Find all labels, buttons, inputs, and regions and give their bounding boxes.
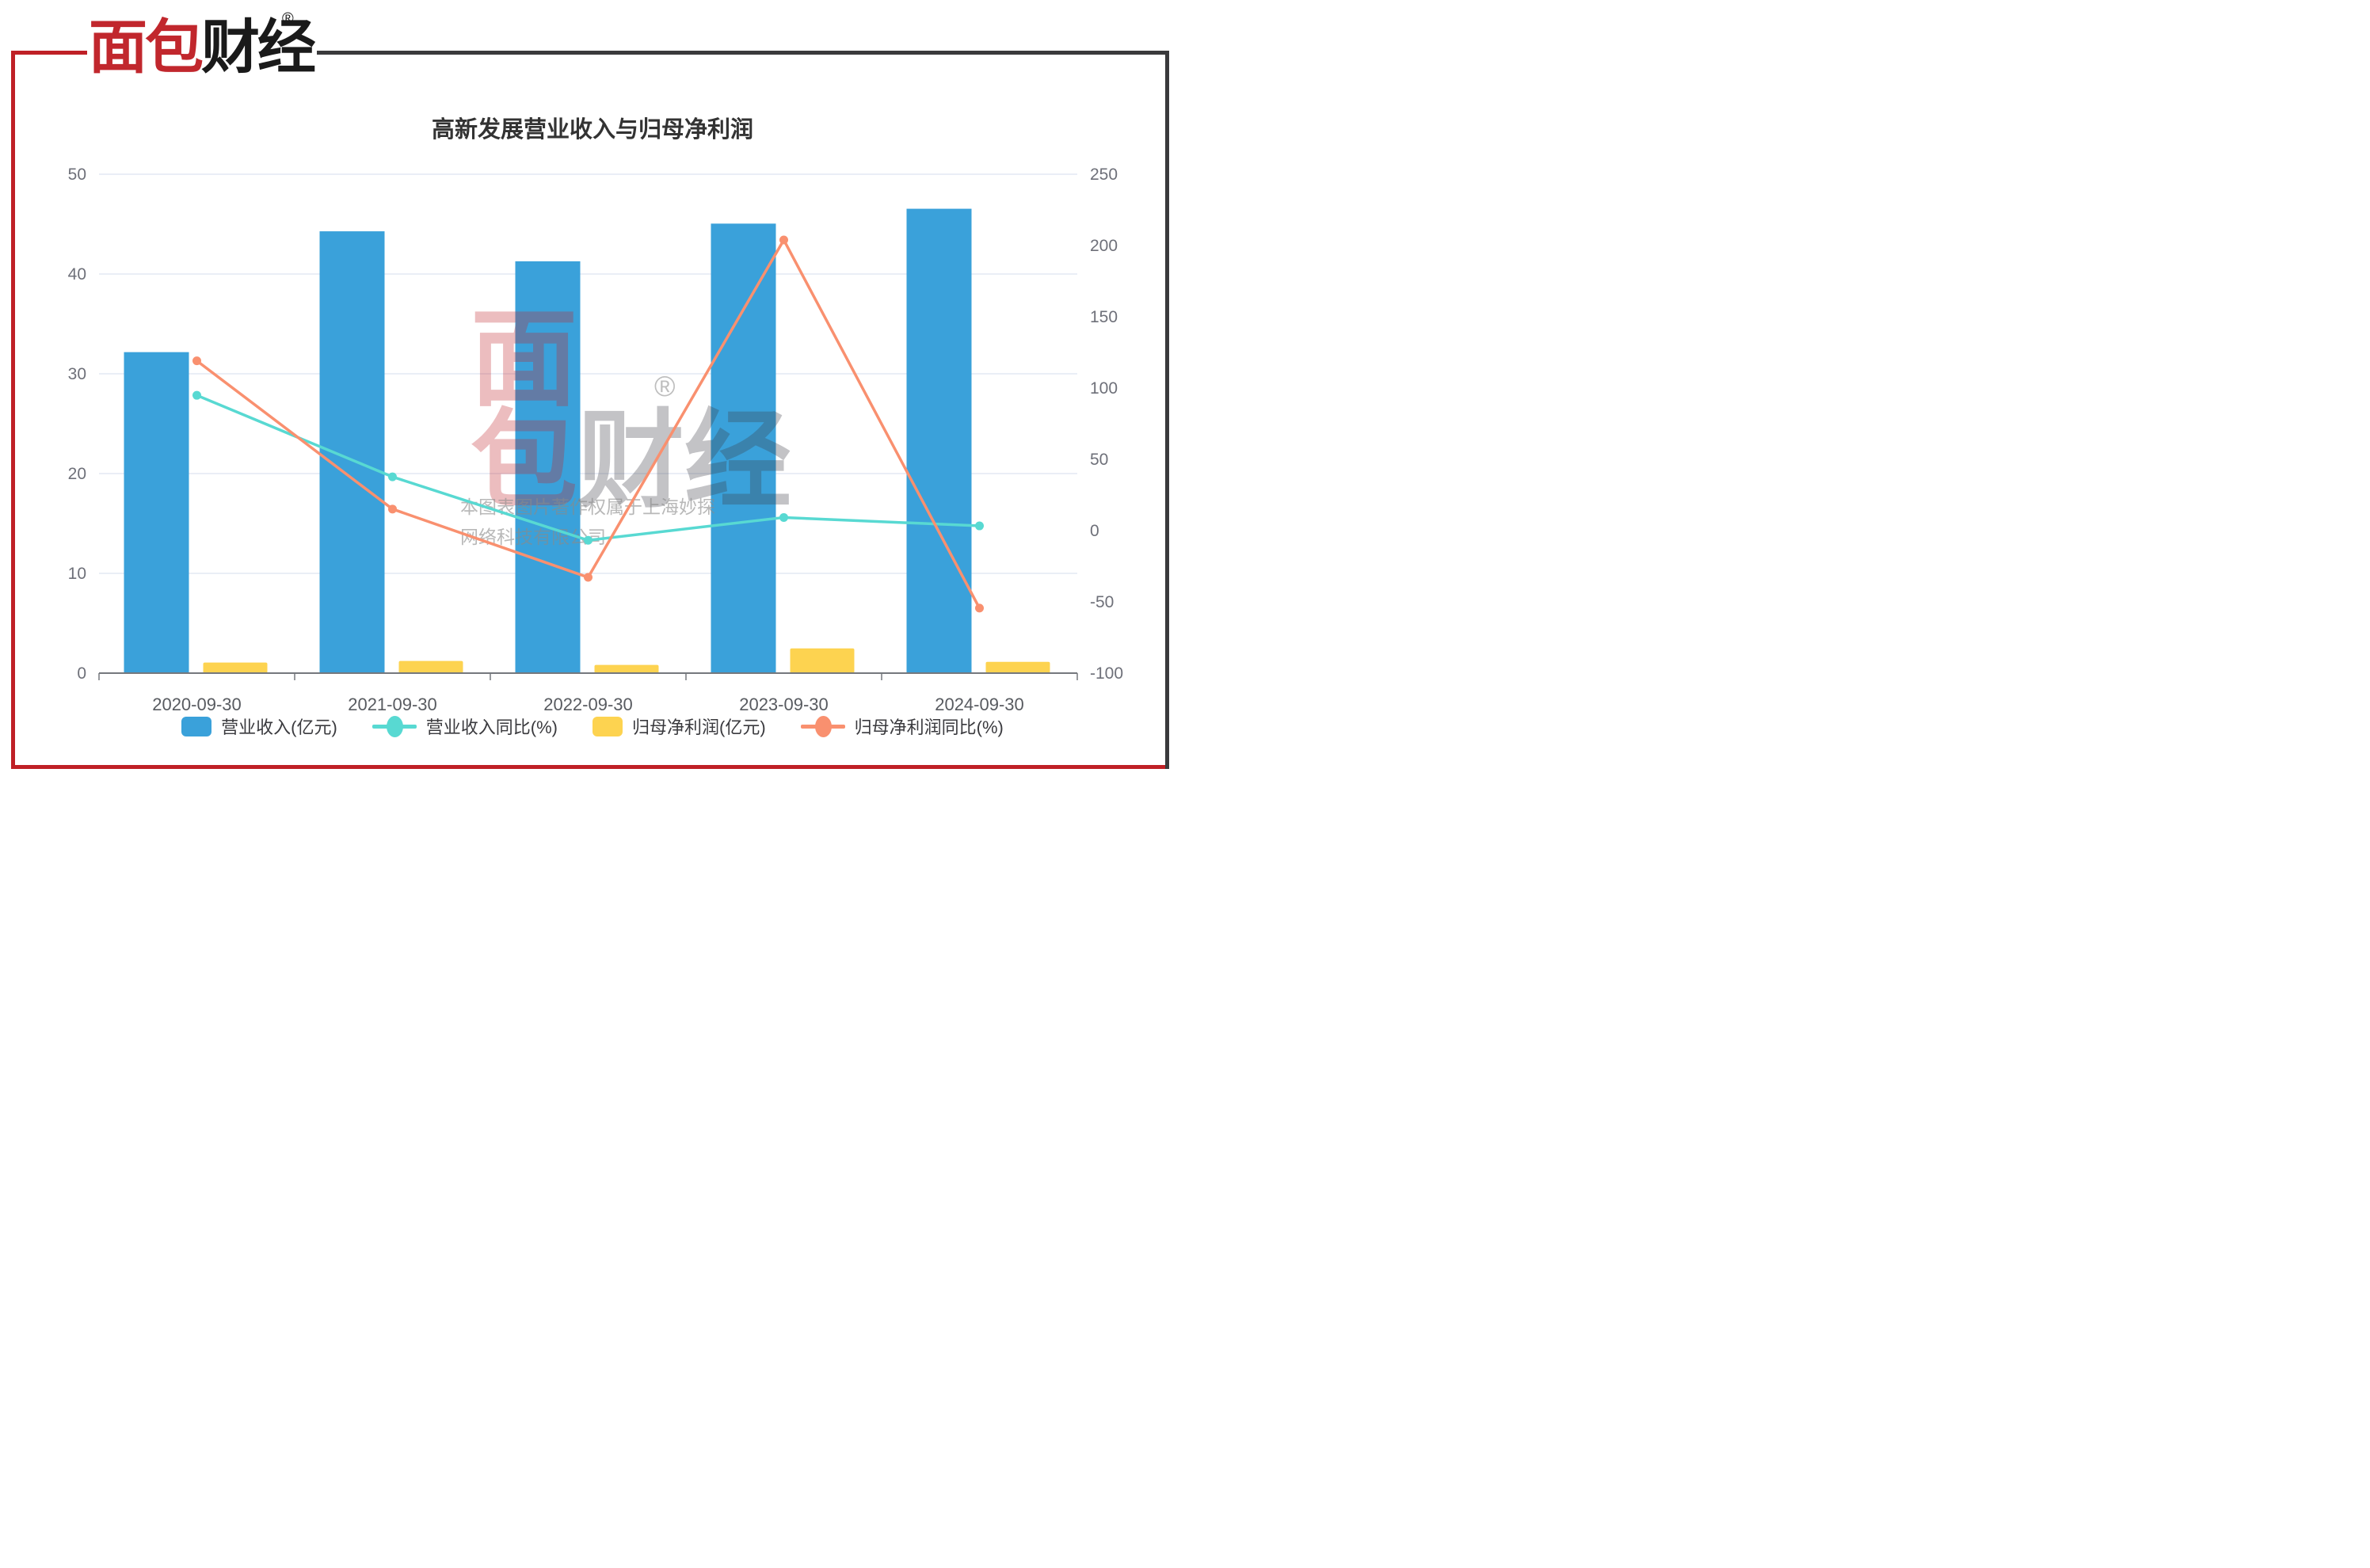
left-axis-tick-label: 30 <box>68 365 86 383</box>
right-axis-tick-label: 200 <box>1090 237 1118 255</box>
frame-border-top-left <box>11 51 87 55</box>
legend-label: 营业收入(亿元) <box>221 717 337 737</box>
chart-legend: 营业收入(亿元) 营业收入同比(%) 归母净利润(亿元) 归母净利润同比(%) <box>0 714 1185 739</box>
line-point-dot <box>388 504 397 514</box>
revenue-bar <box>319 231 385 673</box>
legend-item-revenue: 营业收入(亿元) <box>181 714 337 739</box>
line-point-dot <box>975 603 984 613</box>
frame-border-bottom <box>11 765 1169 769</box>
legend-item-net-profit: 归母净利润(亿元) <box>592 714 766 739</box>
line-point-dot <box>779 512 788 522</box>
revenue-bar <box>124 352 189 673</box>
watermark-logo-glyph: 面 <box>471 299 577 419</box>
line-point-dot <box>584 535 592 545</box>
left-axis-tick-label: 10 <box>68 565 86 583</box>
net-profit-bar <box>985 661 1050 673</box>
watermark-copyright-line1: 本图表图片著作权属于上海妙探 <box>460 497 715 517</box>
watermark-registered-mark: ® <box>654 370 676 402</box>
revenue-bar <box>711 223 776 673</box>
watermark-logo-glyph: 包财经 <box>471 401 791 520</box>
right-axis-tick-label: 250 <box>1090 166 1118 184</box>
x-axis-category-label: 2020-09-30 <box>152 695 242 714</box>
right-axis-tick-label: 100 <box>1090 379 1118 398</box>
frame-border-left <box>11 51 15 769</box>
x-axis-category-label: 2022-09-30 <box>543 695 633 714</box>
legend-label: 归母净利润同比(%) <box>854 717 1004 737</box>
left-axis-tick-label: 20 <box>68 465 86 483</box>
line-point-dot <box>584 573 592 582</box>
line-point-dot <box>192 390 201 400</box>
revenue-bar-swatch-icon <box>181 716 212 736</box>
frame-border-top-right <box>317 51 1165 55</box>
registered-trademark-icon: ® <box>282 10 294 28</box>
revenue-yoy-line-marker-icon <box>372 715 417 737</box>
right-axis-tick-label: 50 <box>1090 451 1108 469</box>
right-axis-tick-label: -50 <box>1090 593 1114 611</box>
right-axis-tick-label: 0 <box>1090 522 1099 540</box>
net-profit-bar <box>203 662 268 673</box>
revenue-bar <box>515 261 581 673</box>
chart-page: 面包财经 ® 高新发展营业收入与归母净利润 面包财经 ® 本图表图片著作权属于上海妙… <box>0 0 1185 784</box>
net-profit-bar <box>790 648 855 673</box>
net-profit-bar-swatch-icon <box>592 716 623 736</box>
line-point-dot <box>975 521 984 531</box>
watermark-copyright-line2: 网络科技有限公司 <box>460 527 606 547</box>
left-axis-tick-label: 0 <box>77 664 86 683</box>
brand-logo-dark-text: 财经 <box>201 14 316 80</box>
right-axis-tick-label: -100 <box>1090 664 1123 683</box>
line-point-dot <box>779 235 788 245</box>
legend-item-net-profit-yoy: 归母净利润同比(%) <box>800 714 1004 739</box>
right-axis-tick-label: 150 <box>1090 308 1118 326</box>
left-axis-tick-label: 50 <box>68 166 86 184</box>
x-axis-category-label: 2021-09-30 <box>348 695 437 714</box>
left-axis-tick-label: 40 <box>68 265 86 284</box>
frame-border-right <box>1165 51 1169 769</box>
net-profit-bar <box>398 660 463 673</box>
net-profit-bar <box>594 664 659 673</box>
revenue-bar <box>906 208 972 673</box>
legend-item-revenue-yoy: 营业收入同比(%) <box>372 714 558 739</box>
line-point-dot <box>388 472 397 481</box>
x-axis-category-label: 2024-09-30 <box>935 695 1024 714</box>
legend-label: 营业收入同比(%) <box>425 717 558 737</box>
line-point-dot <box>192 356 201 366</box>
brand-logo: 面包财经 ® <box>89 6 316 89</box>
chart-title: 高新发展营业收入与归母净利润 <box>431 117 753 143</box>
legend-label: 归母净利润(亿元) <box>632 717 766 737</box>
brand-logo-red-text: 面包 <box>89 14 204 80</box>
net-profit-yoy-line-marker-icon <box>800 715 845 737</box>
x-axis-category-label: 2023-09-30 <box>739 695 829 714</box>
